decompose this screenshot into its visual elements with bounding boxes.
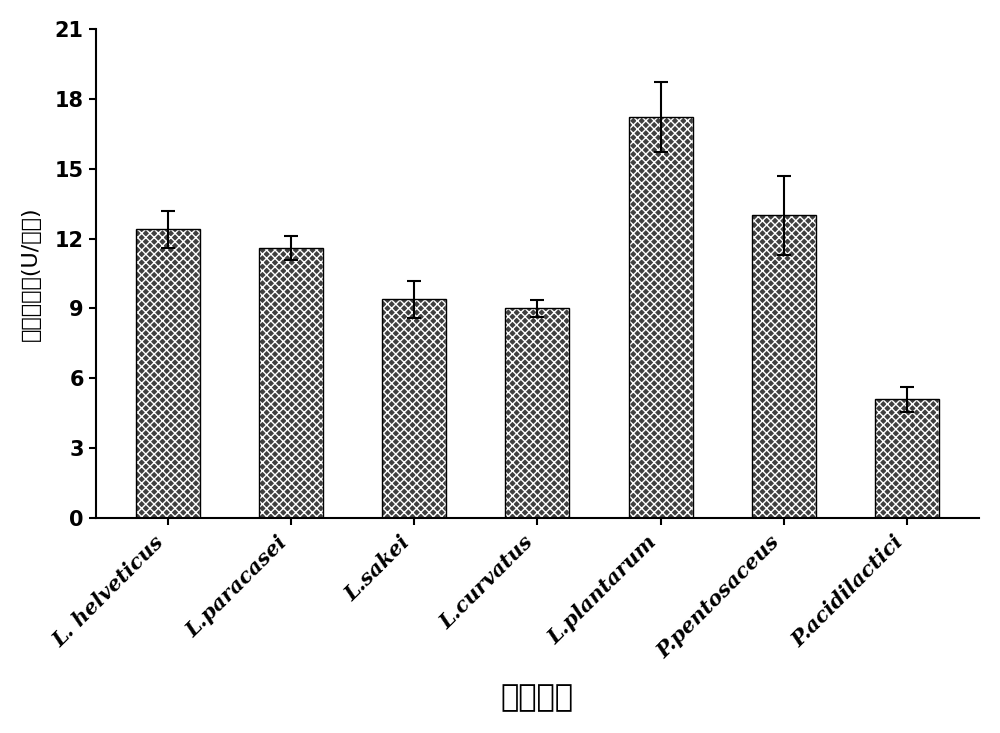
Bar (875, 399, 939, 518)
Bar (505, 309, 569, 518)
X-axis label: 不同菌株: 不同菌株 (501, 683, 574, 712)
Bar (505, 309, 569, 518)
Bar (875, 399, 939, 518)
Bar (752, 216, 816, 518)
Bar (629, 117, 693, 518)
Bar (752, 216, 816, 518)
Bar (136, 229, 200, 518)
Bar (382, 299, 446, 518)
Bar (629, 117, 693, 518)
Y-axis label: 蛋白酶活力(U/毫升): 蛋白酶活力(U/毫升) (21, 206, 41, 341)
Bar (382, 299, 446, 518)
Bar (259, 248, 323, 518)
Bar (136, 229, 200, 518)
Bar (259, 248, 323, 518)
